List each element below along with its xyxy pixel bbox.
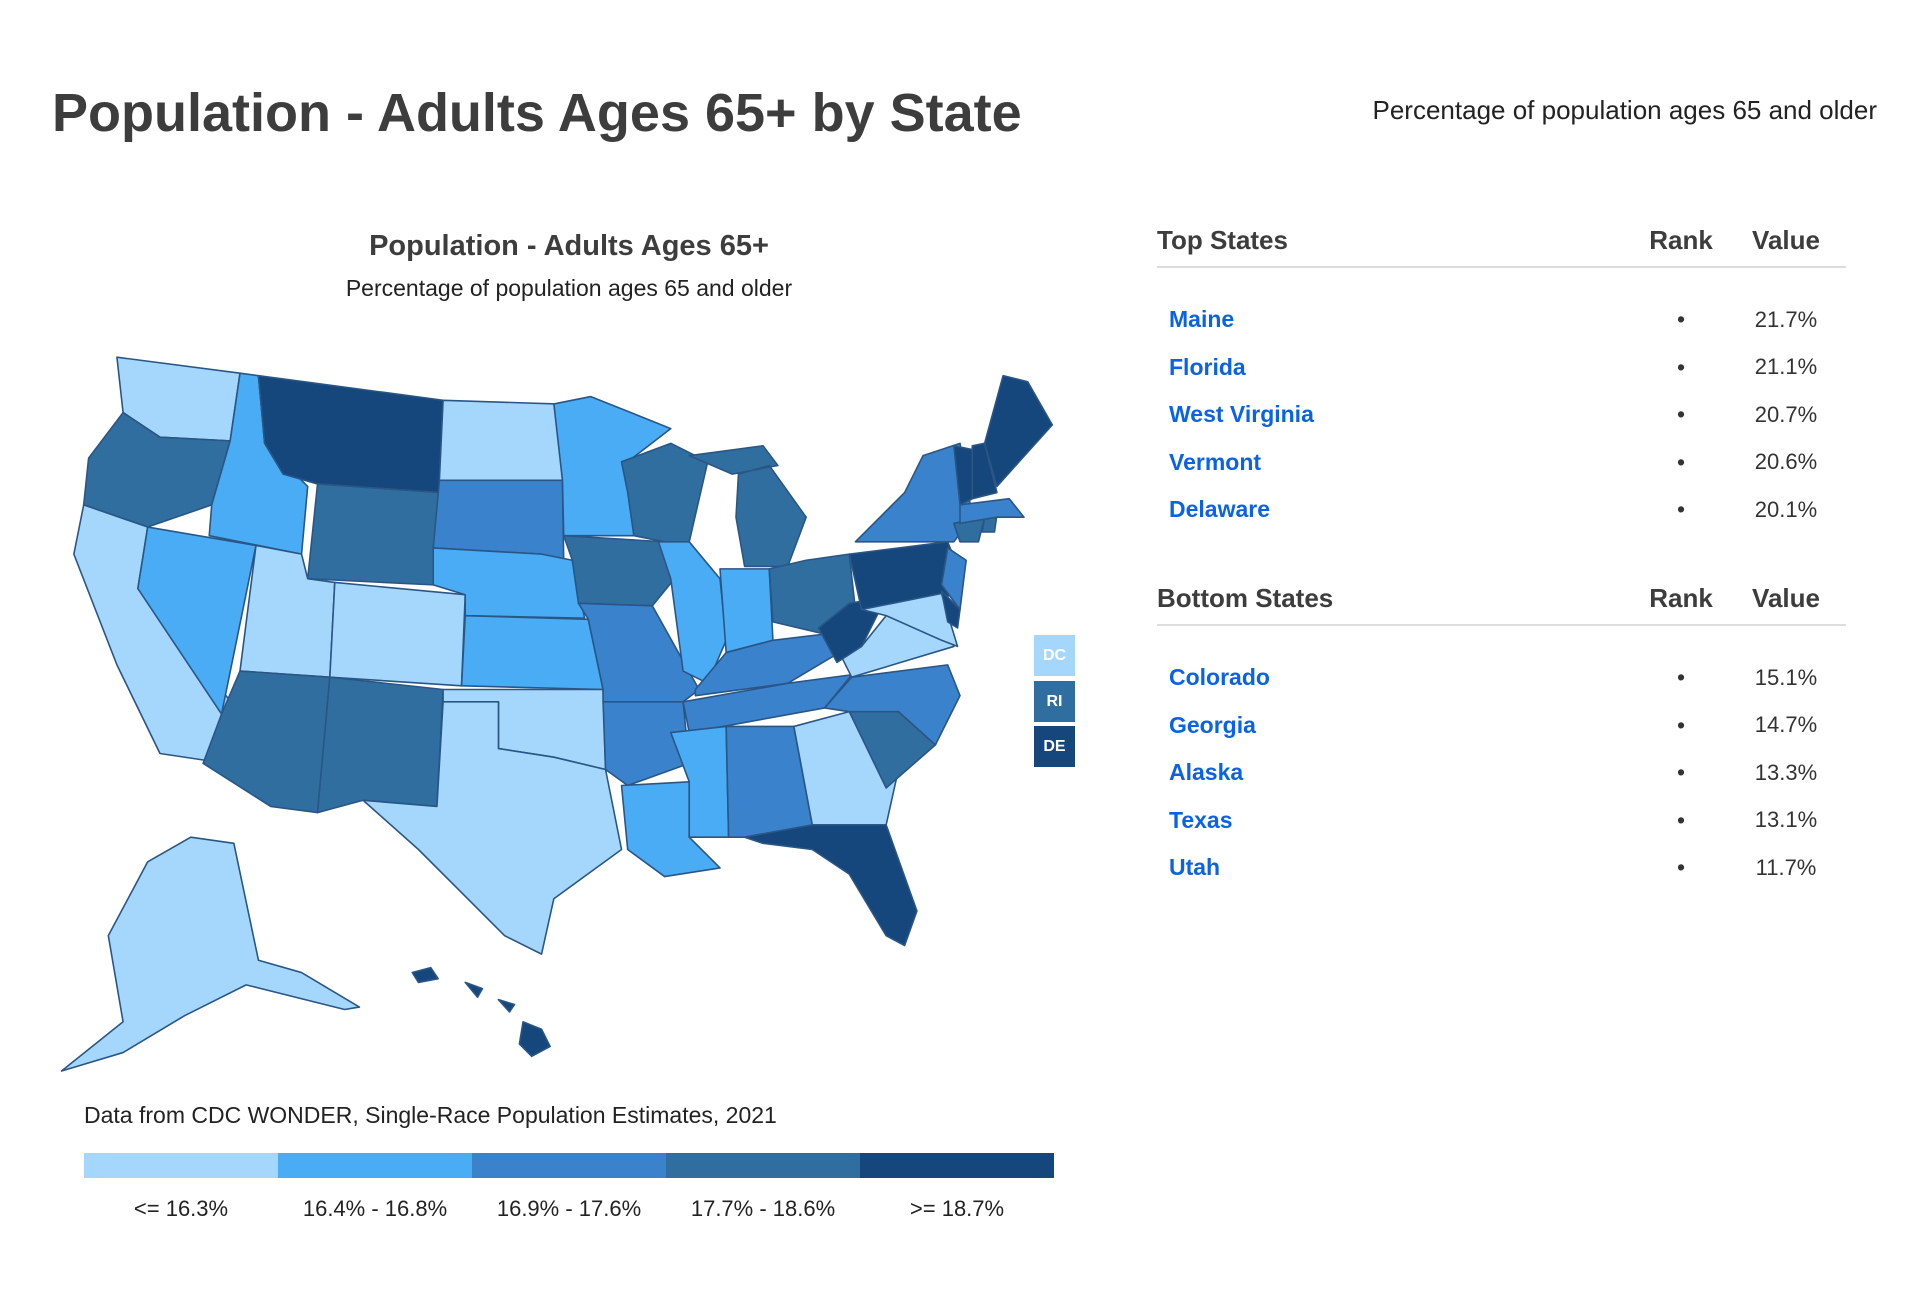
legend-label: 16.9% - 17.6% bbox=[496, 1196, 642, 1221]
value-cell: 11.7% bbox=[1755, 854, 1817, 880]
state-nd[interactable] bbox=[438, 399, 564, 482]
state-link[interactable]: Texas bbox=[1169, 806, 1233, 833]
state-ma[interactable] bbox=[959, 497, 1025, 525]
state-nh[interactable] bbox=[971, 442, 998, 500]
value-cell: 20.6% bbox=[1754, 449, 1818, 475]
table-row: Maine • 21.7% bbox=[1157, 296, 1846, 344]
state-fl[interactable] bbox=[743, 824, 918, 947]
state-link[interactable]: Vermont bbox=[1169, 448, 1262, 475]
state-sd[interactable] bbox=[432, 479, 565, 562]
value-cell: 13.1% bbox=[1754, 807, 1818, 833]
rank-cell: • bbox=[1676, 806, 1686, 833]
legend-bar bbox=[84, 1153, 1054, 1178]
state-link[interactable]: Florida bbox=[1169, 353, 1246, 380]
value-cell: 20.7% bbox=[1754, 401, 1818, 427]
state-wy[interactable] bbox=[306, 483, 441, 586]
legend-swatch-1 bbox=[84, 1153, 278, 1178]
legend-labels: <= 16.3% 16.4% - 16.8% 16.9% - 17.6% 17.… bbox=[84, 1196, 1054, 1222]
table-header: Bottom States Rank Value bbox=[1157, 572, 1846, 626]
state-md[interactable] bbox=[860, 592, 959, 648]
legend-swatch-3 bbox=[472, 1153, 666, 1178]
value-cell: 14.7% bbox=[1754, 712, 1818, 738]
value-cell: 21.1% bbox=[1754, 354, 1818, 380]
table-row: Florida • 21.1% bbox=[1157, 344, 1846, 392]
rank-cell: • bbox=[1676, 664, 1686, 691]
header-rank: Rank bbox=[1649, 582, 1713, 613]
value-cell: 21.7% bbox=[1754, 306, 1818, 332]
state-me[interactable] bbox=[983, 374, 1054, 488]
rank-cell: • bbox=[1676, 353, 1686, 380]
state-in[interactable] bbox=[719, 568, 774, 654]
table-row: West Virginia • 20.7% bbox=[1157, 391, 1846, 439]
table-row: Utah • 11.7% bbox=[1157, 844, 1846, 892]
state-hi[interactable] bbox=[411, 966, 551, 1058]
state-ak[interactable] bbox=[60, 836, 361, 1072]
state-tn[interactable] bbox=[682, 673, 853, 734]
legend-swatch-5 bbox=[860, 1153, 1054, 1178]
state-mi[interactable] bbox=[688, 445, 807, 568]
state-de[interactable] bbox=[940, 590, 961, 629]
state-tx[interactable] bbox=[362, 701, 623, 955]
map-subtitle: Percentage of population ages 65 and old… bbox=[345, 275, 793, 301]
table-row: Colorado • 15.1% bbox=[1157, 654, 1846, 702]
table-row: Georgia • 14.7% bbox=[1157, 702, 1846, 750]
rank-cell: • bbox=[1676, 854, 1686, 881]
legend-label: >= 18.7% bbox=[909, 1196, 1005, 1221]
small-state-ri[interactable]: RI bbox=[1034, 681, 1075, 722]
header-rank: Rank bbox=[1649, 224, 1713, 255]
value-cell: 20.1% bbox=[1754, 496, 1818, 522]
header-value: Value bbox=[1752, 582, 1820, 613]
state-link[interactable]: Colorado bbox=[1169, 664, 1270, 691]
state-ar[interactable] bbox=[602, 701, 691, 787]
rank-cell: • bbox=[1676, 759, 1686, 786]
state-co[interactable] bbox=[329, 581, 467, 687]
state-nm[interactable] bbox=[316, 676, 444, 814]
state-link[interactable]: West Virginia bbox=[1169, 401, 1314, 428]
header-name: Top States bbox=[1157, 224, 1288, 255]
rank-cell: • bbox=[1676, 448, 1686, 475]
value-cell: 13.3% bbox=[1754, 759, 1818, 785]
rank-cell: • bbox=[1676, 401, 1686, 428]
legend-swatch-2 bbox=[278, 1153, 472, 1178]
state-link[interactable]: Utah bbox=[1169, 854, 1221, 881]
rank-cell: • bbox=[1676, 306, 1686, 333]
table-row: Vermont • 20.6% bbox=[1157, 439, 1846, 487]
small-state-de[interactable]: DE bbox=[1034, 726, 1075, 767]
rank-cell: • bbox=[1676, 711, 1686, 738]
legend-swatch-4 bbox=[666, 1153, 860, 1178]
state-nc[interactable] bbox=[823, 664, 961, 746]
small-state-dc[interactable]: DC bbox=[1034, 635, 1075, 676]
top-states-table: Top States Rank Value Maine • 21.7% Florida… bbox=[1157, 214, 1846, 534]
legend-label: <= 16.3% bbox=[133, 1196, 229, 1221]
state-wv[interactable] bbox=[817, 596, 887, 664]
table-header: Top States Rank Value bbox=[1157, 214, 1846, 268]
page-title: Population - Adults Ages 65+ by State bbox=[52, 83, 1022, 143]
table-row: Texas • 13.1% bbox=[1157, 797, 1846, 845]
header-name: Bottom States bbox=[1157, 582, 1334, 613]
state-il[interactable] bbox=[657, 541, 727, 685]
state-link[interactable]: Alaska bbox=[1169, 759, 1244, 786]
state-link[interactable]: Maine bbox=[1169, 306, 1235, 333]
state-ks[interactable] bbox=[460, 614, 604, 691]
map-title: Population - Adults Ages 65+ bbox=[369, 230, 769, 262]
state-mt[interactable] bbox=[257, 374, 444, 494]
page-subtitle: Percentage of population ages 65 and old… bbox=[1372, 95, 1878, 125]
state-ia[interactable] bbox=[562, 534, 676, 607]
state-link[interactable]: Georgia bbox=[1169, 711, 1256, 738]
value-cell: 15.1% bbox=[1754, 664, 1818, 690]
rank-cell: • bbox=[1676, 496, 1686, 523]
table-row: Alaska • 13.3% bbox=[1157, 749, 1846, 797]
table-row: Delaware • 20.1% bbox=[1157, 486, 1846, 534]
data-source: Data from CDC WONDER, Single-Race Popula… bbox=[84, 1102, 777, 1128]
state-link[interactable]: Delaware bbox=[1169, 496, 1271, 523]
legend-label: 17.7% - 18.6% bbox=[690, 1196, 836, 1221]
state-ms[interactable] bbox=[669, 725, 730, 838]
state-or[interactable] bbox=[82, 411, 231, 528]
legend-label: 16.4% - 16.8% bbox=[302, 1196, 448, 1221]
header-value: Value bbox=[1752, 224, 1820, 255]
bottom-states-table: Bottom States Rank Value Colorado • 15.1% G… bbox=[1157, 572, 1846, 892]
